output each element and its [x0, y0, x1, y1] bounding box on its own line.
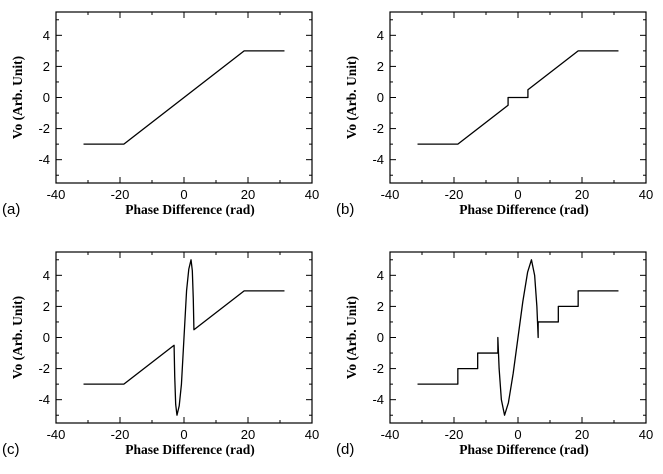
x-tick-label: 0	[180, 427, 187, 442]
x-tick-label: -40	[381, 187, 400, 202]
x-tick-label: 0	[514, 187, 521, 202]
y-tick-label: 4	[43, 28, 50, 43]
x-tick-label: -20	[111, 187, 130, 202]
panel-label: (d)	[336, 441, 354, 458]
y-tick-label: -2	[38, 361, 50, 376]
y-tick-label: 2	[377, 59, 384, 74]
y-axis-title: Vo (Arb. Unit)	[344, 296, 359, 379]
x-tick-label: -40	[381, 427, 400, 442]
y-tick-label: -2	[372, 121, 384, 136]
x-tick-label: 40	[639, 427, 653, 442]
y-axis-title: Vo (Arb. Unit)	[10, 296, 25, 379]
series-line	[83, 259, 285, 416]
y-tick-label: 2	[377, 299, 384, 314]
y-tick-label: -4	[372, 392, 384, 407]
y-tick-label: 0	[377, 330, 384, 345]
x-tick-label: -40	[47, 187, 66, 202]
y-tick-label: 4	[43, 268, 50, 283]
panel-label: (b)	[336, 201, 354, 218]
x-axis-title: Phase Difference (rad)	[459, 202, 588, 217]
x-tick-label: 20	[575, 187, 589, 202]
panel-label: (c)	[2, 441, 20, 458]
y-axis-title: Vo (Arb. Unit)	[10, 56, 25, 139]
x-axis-title: Phase Difference (rad)	[125, 202, 254, 217]
x-tick-label: 40	[305, 187, 319, 202]
series-line	[83, 50, 285, 145]
y-tick-label: 0	[43, 330, 50, 345]
x-tick-label: 20	[241, 187, 255, 202]
y-tick-label: 4	[377, 28, 384, 43]
y-tick-label: 2	[43, 299, 50, 314]
x-tick-label: 40	[639, 187, 653, 202]
x-tick-label: -40	[47, 427, 66, 442]
x-tick-label: -20	[445, 427, 464, 442]
series-line	[417, 259, 619, 416]
x-axis-title: Phase Difference (rad)	[125, 442, 254, 457]
y-tick-label: -2	[372, 361, 384, 376]
x-tick-label: 20	[575, 427, 589, 442]
x-tick-label: 20	[241, 427, 255, 442]
x-tick-label: 0	[514, 427, 521, 442]
series-line	[417, 50, 619, 145]
y-tick-label: 2	[43, 59, 50, 74]
x-tick-label: 40	[305, 427, 319, 442]
x-tick-label: -20	[111, 427, 130, 442]
y-tick-label: 0	[377, 90, 384, 105]
y-tick-label: 0	[43, 90, 50, 105]
x-tick-label: 0	[180, 187, 187, 202]
y-tick-label: -4	[38, 392, 50, 407]
y-axis-title: Vo (Arb. Unit)	[344, 56, 359, 139]
y-tick-label: -2	[38, 121, 50, 136]
y-tick-label: 4	[377, 268, 384, 283]
y-tick-label: -4	[372, 152, 384, 167]
x-axis-title: Phase Difference (rad)	[459, 442, 588, 457]
y-tick-label: -4	[38, 152, 50, 167]
x-tick-label: -20	[445, 187, 464, 202]
panel-label: (a)	[2, 201, 20, 218]
